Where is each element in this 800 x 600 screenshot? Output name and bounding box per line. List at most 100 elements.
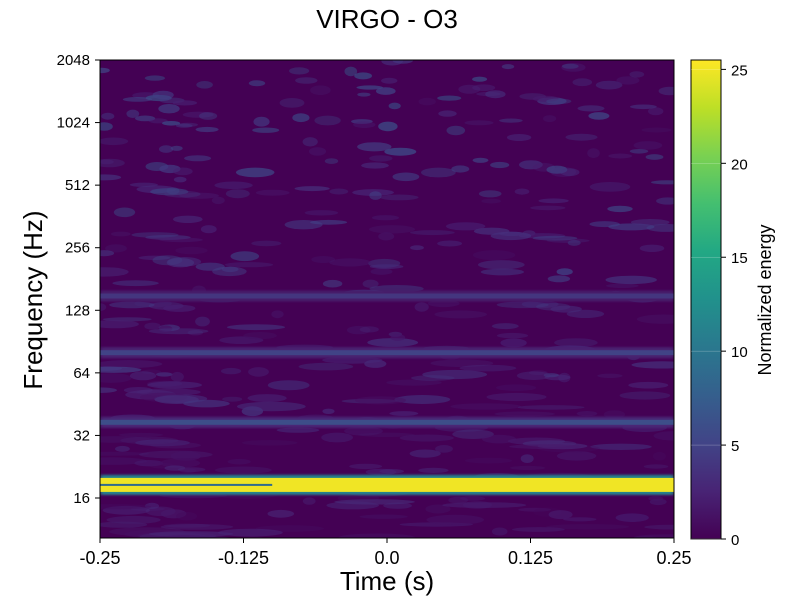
noise-blob <box>608 153 633 159</box>
noise-blob <box>346 325 371 335</box>
noise-blob <box>446 125 466 136</box>
noise-blob <box>129 371 157 381</box>
noise-blob <box>368 225 416 234</box>
noise-blob <box>147 381 203 389</box>
noise-blob <box>351 119 373 124</box>
noise-blob <box>100 159 114 165</box>
noise-blob <box>418 467 449 473</box>
noise-blob <box>314 115 341 126</box>
noise-blob <box>150 442 201 449</box>
noise-blob <box>512 527 565 532</box>
noise-blob <box>102 505 150 515</box>
noise-blob <box>236 401 306 412</box>
noise-blob <box>394 395 451 404</box>
noise-blob <box>378 121 398 132</box>
noise-blob <box>310 219 348 225</box>
noise-blob <box>225 189 250 199</box>
noise-blob <box>135 439 190 447</box>
noise-blob <box>376 87 396 95</box>
y-tick-label: 64 <box>73 365 90 382</box>
noise-blob <box>501 64 515 70</box>
noise-blob <box>173 176 187 183</box>
noise-blob <box>650 180 674 185</box>
noise-blob <box>437 240 463 247</box>
noise-blob <box>100 457 148 465</box>
noise-blob <box>123 387 153 394</box>
noise-blob <box>645 154 664 160</box>
noise-blob <box>221 367 242 375</box>
noise-blob <box>221 266 239 273</box>
noise-blob <box>639 244 665 252</box>
noise-blob <box>616 76 640 85</box>
noise-blob <box>248 367 269 377</box>
noise-blob <box>349 463 383 470</box>
noise-blob <box>361 162 389 169</box>
noise-blob <box>112 280 159 287</box>
noise-blob <box>359 326 379 333</box>
noise-blob <box>187 330 204 336</box>
noise-blob <box>519 160 543 170</box>
noise-blob <box>362 279 379 288</box>
noise-blob <box>289 67 310 75</box>
noise-blob <box>162 121 181 126</box>
noise-blob <box>615 513 649 522</box>
noise-blob <box>566 309 605 318</box>
noise-blob <box>516 371 551 381</box>
noise-blob <box>546 524 630 530</box>
plot-area <box>100 60 674 538</box>
x-tick-label: 0.0 <box>374 548 399 568</box>
noise-blob <box>435 445 453 453</box>
noise-blob <box>409 449 441 458</box>
noise-blob <box>445 222 486 231</box>
noise-blob <box>514 188 530 195</box>
noise-blob <box>292 113 310 123</box>
colorbar-tick-label: 20 <box>731 156 748 173</box>
noise-blob <box>390 334 406 341</box>
noise-blob <box>485 90 506 99</box>
noise-blob <box>546 98 572 105</box>
noise-blob <box>129 182 158 187</box>
noise-blob <box>442 502 527 508</box>
noise-blob <box>145 234 191 240</box>
noise-blob <box>148 118 168 124</box>
noise-blob <box>548 510 573 520</box>
noise-blob <box>399 434 454 442</box>
noise-blob <box>565 133 598 141</box>
noise-blob <box>359 514 408 519</box>
noise-blob <box>199 112 218 120</box>
colorbar-ticks: 0 5 10 15 20 25 <box>691 62 748 549</box>
noise-blob <box>138 255 171 260</box>
noise-blob <box>357 432 415 437</box>
noise-blob <box>304 210 339 216</box>
noise-blob <box>563 517 597 522</box>
colorbar-tick-label: 25 <box>731 62 748 79</box>
noise-blob <box>100 504 151 510</box>
noise-blob <box>166 258 195 268</box>
noise-blob <box>329 188 349 195</box>
noise-blob <box>253 116 270 127</box>
noise-blob <box>451 165 470 173</box>
noise-blob <box>464 457 513 464</box>
noise-blob <box>543 115 557 123</box>
noise-blob <box>158 104 180 114</box>
noise-blob <box>134 460 164 467</box>
noise-blob <box>321 432 353 443</box>
noise-blob <box>248 80 266 87</box>
y-tick-label: 16 <box>73 490 90 507</box>
noise-blob <box>164 190 201 198</box>
noise-blob <box>170 371 184 382</box>
colorbar-tick-label: 10 <box>731 344 748 361</box>
noise-blob <box>477 260 525 270</box>
noise-blob <box>532 235 578 241</box>
noise-blob <box>100 387 117 393</box>
x-tick-label: -0.25 <box>79 548 120 568</box>
colorbar-tick-label: 5 <box>731 438 739 455</box>
noise-blob <box>267 509 295 518</box>
noise-blob <box>227 458 251 465</box>
noise-blob <box>486 392 547 402</box>
noise-blob <box>100 67 110 74</box>
y-tick-label: 32 <box>73 427 90 444</box>
noise-blob <box>101 112 115 120</box>
noise-blob <box>100 319 139 329</box>
noise-blob <box>367 338 419 347</box>
